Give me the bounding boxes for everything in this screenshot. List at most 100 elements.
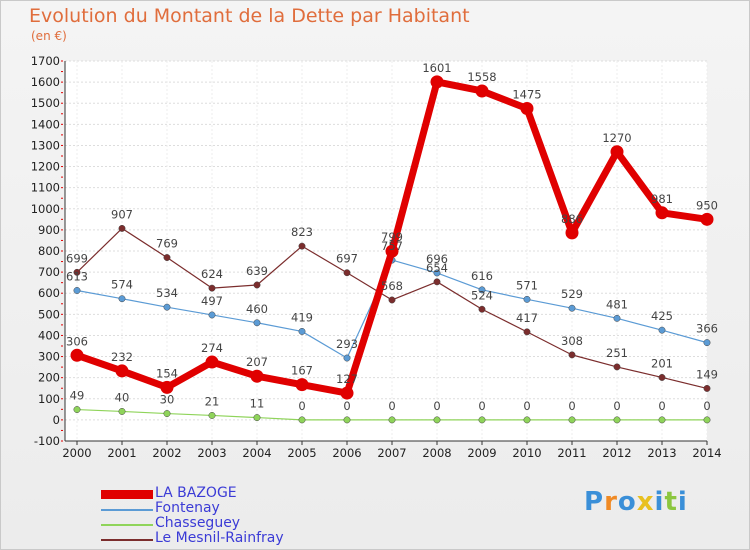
y-tick-label: 400 (38, 328, 60, 342)
data-point (478, 286, 486, 294)
data-label: 0 (703, 399, 710, 413)
y-tick-label: 300 (38, 350, 60, 364)
data-label: 1558 (467, 70, 496, 84)
y-tick-label: 600 (38, 286, 60, 300)
data-label: 154 (156, 366, 178, 380)
data-label: 613 (66, 269, 88, 283)
data-label: 425 (651, 309, 673, 323)
y-tick-label: 900 (38, 223, 60, 237)
y-tick-label: 0 (53, 413, 60, 427)
data-point (118, 295, 126, 303)
data-point (205, 355, 219, 369)
data-label: 232 (111, 350, 133, 364)
data-label: 769 (156, 237, 178, 251)
data-point (115, 364, 129, 378)
data-label: 0 (343, 399, 350, 413)
data-label: 699 (66, 251, 88, 265)
data-point (568, 416, 576, 424)
data-point (73, 287, 81, 294)
x-tick-label: 2013 (647, 446, 676, 460)
data-point (655, 206, 669, 220)
data-point (523, 328, 531, 336)
data-label: 149 (696, 367, 718, 381)
legend-label: Le Mesnil-Rainfray (155, 530, 284, 546)
data-point (703, 416, 711, 424)
data-point (430, 75, 444, 89)
data-label: 40 (115, 390, 130, 404)
data-point (385, 244, 399, 258)
data-label: 654 (426, 261, 448, 275)
legend-swatch (101, 539, 153, 541)
data-point (163, 303, 171, 311)
data-point (475, 84, 489, 98)
data-point (118, 407, 126, 415)
data-label: 616 (471, 269, 493, 283)
x-tick-label: 2014 (692, 446, 721, 460)
data-label: 0 (388, 399, 395, 413)
data-label: 30 (160, 393, 175, 407)
data-point (700, 212, 714, 226)
data-label: 639 (246, 264, 268, 278)
x-tick-label: 2011 (557, 446, 586, 460)
data-point (70, 348, 84, 362)
data-label: 1270 (602, 131, 631, 145)
legend-swatch (101, 524, 153, 526)
data-point (298, 416, 306, 424)
data-point (658, 416, 666, 424)
data-label: 0 (613, 399, 620, 413)
proxiti-logo: Proxiti (584, 487, 688, 517)
data-label: 417 (516, 311, 538, 325)
data-point (478, 305, 486, 313)
y-tick-label: 700 (38, 265, 60, 279)
data-point (298, 327, 306, 335)
data-label: 0 (523, 399, 530, 413)
data-point (160, 380, 174, 394)
data-label: 460 (246, 302, 268, 316)
data-label: 366 (696, 322, 718, 336)
data-point (523, 295, 531, 303)
data-label: 1475 (512, 88, 541, 102)
data-label: 529 (561, 287, 583, 301)
x-tick-label: 2002 (152, 446, 181, 460)
y-tick-label: 1400 (31, 117, 60, 131)
data-point (163, 410, 171, 418)
data-point (343, 416, 351, 424)
legend-swatch (101, 509, 153, 511)
data-label: 419 (291, 310, 313, 324)
data-label: 0 (568, 399, 575, 413)
data-point (73, 406, 81, 413)
data-label: 534 (156, 286, 178, 300)
y-tick-label: 1000 (31, 202, 60, 216)
data-label: 696 (426, 252, 448, 266)
y-tick-label: 1700 (31, 54, 60, 68)
x-tick-label: 2005 (287, 446, 316, 460)
data-point (613, 416, 621, 424)
x-tick-label: 2010 (512, 446, 541, 460)
data-point (388, 296, 396, 304)
chart-title: Evolution du Montant de la Dette par Hab… (29, 5, 470, 27)
data-point (478, 416, 486, 424)
y-tick-label: 1600 (31, 75, 60, 89)
data-point (703, 339, 711, 347)
data-point (295, 378, 309, 392)
data-point (568, 351, 576, 359)
data-point (253, 414, 261, 422)
data-point (520, 102, 534, 115)
data-label: 981 (651, 192, 673, 206)
data-label: 574 (111, 278, 133, 292)
data-point (253, 319, 261, 327)
data-label: 886 (561, 212, 583, 226)
legend-label: LA BAZOGE (155, 485, 237, 501)
data-point (253, 281, 261, 289)
data-label: 481 (606, 297, 628, 311)
data-point (118, 224, 126, 232)
data-point (523, 416, 531, 424)
data-label: 274 (201, 341, 223, 355)
unit-label: (en €) (31, 29, 67, 43)
data-point (208, 412, 216, 419)
data-point (340, 386, 354, 400)
data-label: 0 (478, 399, 485, 413)
data-label: 0 (433, 399, 440, 413)
x-tick-label: 2004 (242, 446, 271, 460)
